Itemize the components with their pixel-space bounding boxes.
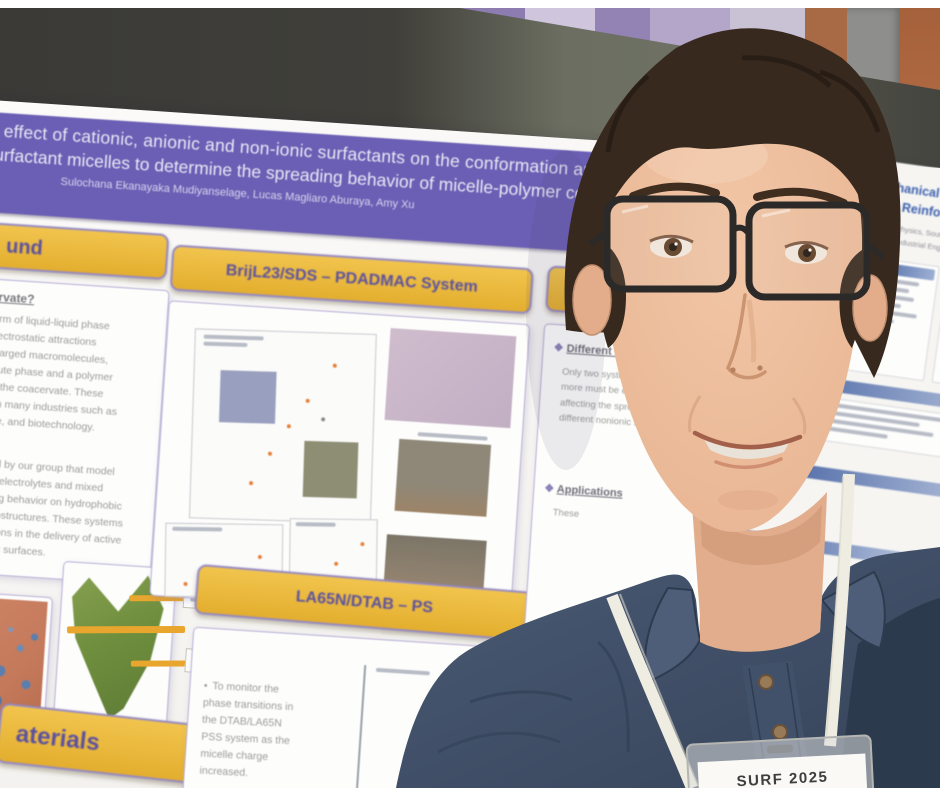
hair-fringe [598, 88, 866, 232]
teeth [704, 439, 790, 460]
lanyard-left-cord [606, 593, 698, 788]
collar-right [820, 570, 886, 650]
smile-crease-left [688, 395, 702, 433]
nose-shading [746, 299, 757, 363]
nostril [730, 367, 736, 373]
eye-left [649, 234, 694, 258]
eyebrow-right [753, 187, 848, 207]
shirt-button [772, 724, 788, 740]
neck-shadow [700, 505, 822, 566]
smile-crease-right [791, 397, 807, 435]
eyebrow-left [629, 182, 720, 200]
lanyard-right-cord [824, 473, 855, 747]
nose [725, 293, 767, 380]
collar-left [644, 586, 702, 684]
hair-strand [741, 55, 832, 88]
shirt-fold [596, 640, 630, 753]
lanyard-right-edge [825, 475, 844, 743]
hair-strand [605, 74, 650, 153]
ear-left [572, 264, 612, 336]
lower-lip [714, 457, 783, 470]
glasses [588, 195, 886, 301]
badge-label: SURF 2025 [736, 768, 829, 788]
badge-clip-slot [766, 744, 793, 754]
upper-lip [692, 430, 803, 450]
badge: SURF 2025 [685, 734, 875, 788]
shirt-button [758, 674, 774, 690]
badge-card [697, 753, 868, 788]
nostril [757, 365, 763, 371]
shirt-fold [437, 731, 561, 754]
shirt-fold [469, 690, 573, 704]
chin-shading [718, 490, 778, 510]
hair-strand [819, 69, 881, 133]
eye-right [784, 241, 829, 264]
